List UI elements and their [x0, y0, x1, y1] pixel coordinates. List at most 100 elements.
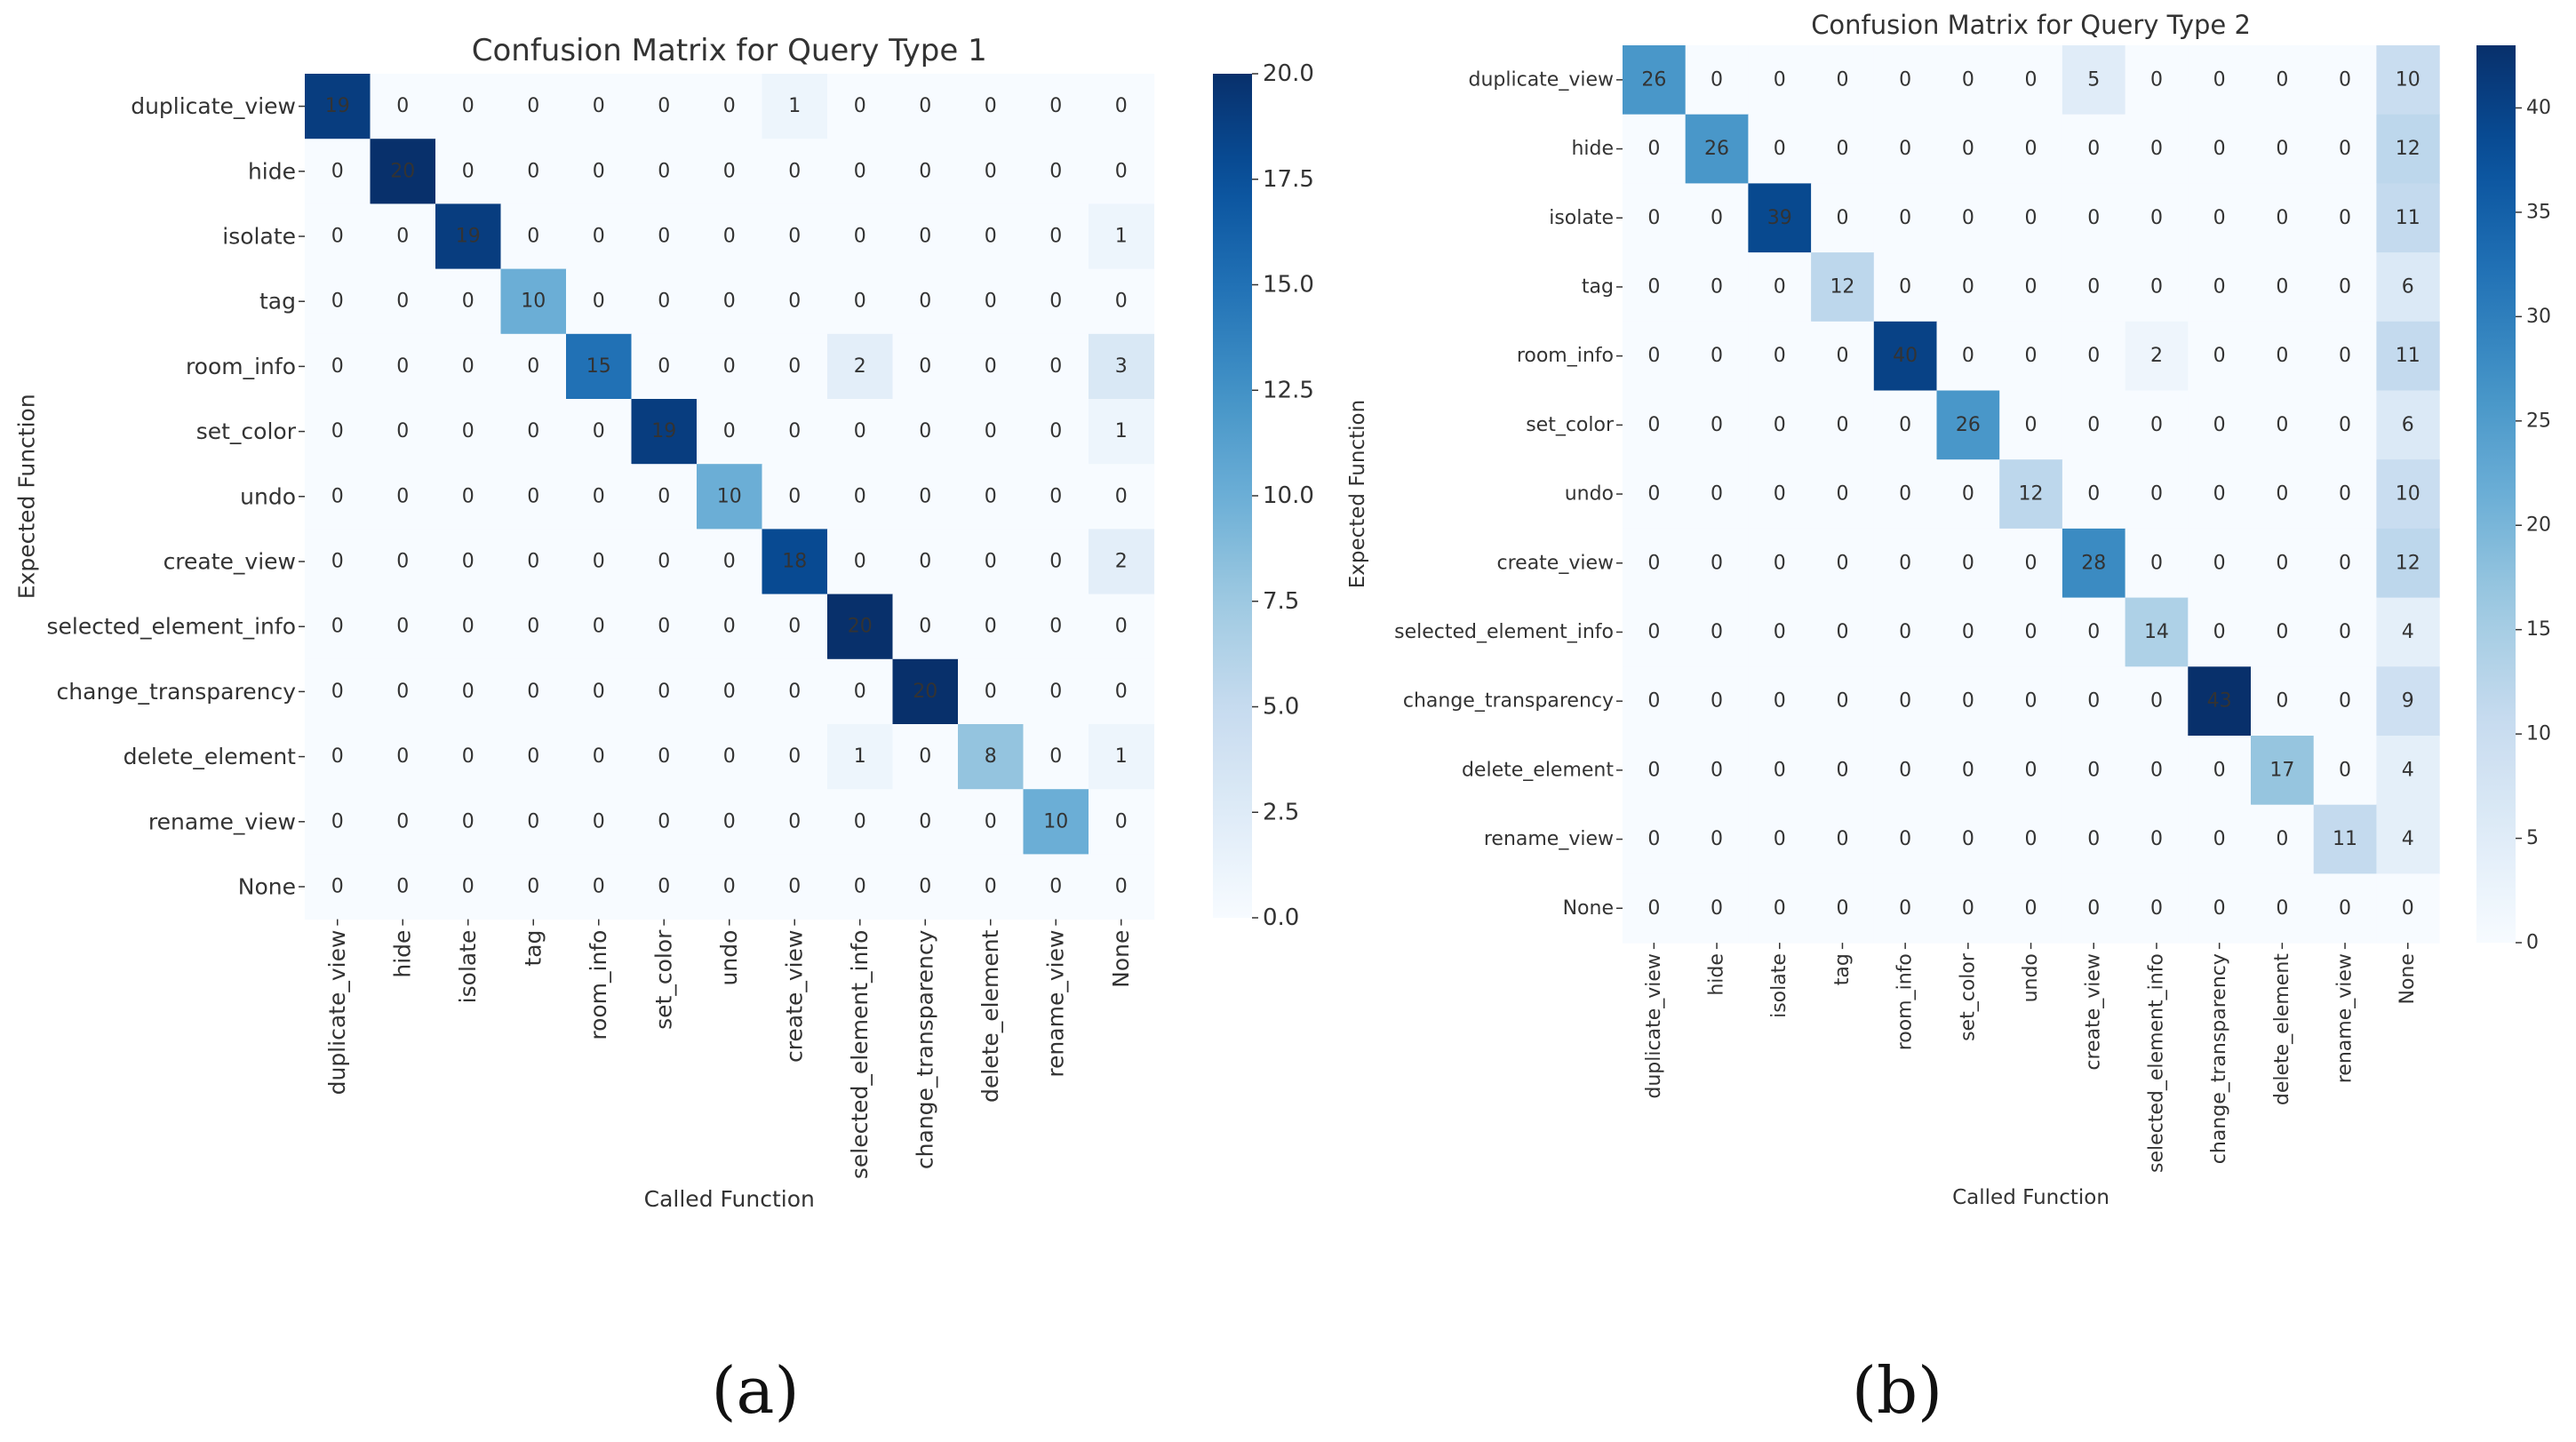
cell-value-label: 0 — [2213, 552, 2226, 574]
heatmap-cell — [1936, 459, 2000, 530]
cell-value-label: 12 — [2019, 483, 2044, 506]
heatmap-cell — [566, 724, 633, 790]
heatmap-cell — [2125, 804, 2189, 874]
heatmap-cell — [892, 333, 959, 400]
heatmap-cell — [566, 529, 633, 595]
heatmap-cell — [2376, 804, 2440, 874]
heatmap-cell — [827, 724, 894, 790]
cell-value-label: 11 — [2396, 345, 2420, 367]
cell-value-label: 0 — [723, 551, 736, 573]
chart-title: Confusion Matrix for Query Type 2 — [1811, 10, 2251, 40]
cell-value-label: 0 — [396, 876, 409, 898]
cell-value-label: 0 — [919, 810, 931, 833]
heatmap-cell — [2251, 597, 2315, 667]
heatmap-cell — [370, 854, 436, 920]
cell-value-label: 0 — [462, 681, 475, 703]
cell-value-label: 0 — [854, 160, 866, 182]
cell-value-label: 0 — [1774, 138, 1786, 160]
heatmap-cell — [370, 203, 436, 270]
heatmap-cell — [435, 658, 502, 725]
cell-value-label: 0 — [2087, 275, 2100, 298]
x-tick-label: selected_element_info — [847, 930, 873, 1180]
heatmap-cell — [305, 854, 371, 920]
colorbar-tick-label: 12.5 — [1263, 377, 1314, 403]
heatmap-cell — [631, 464, 698, 530]
cell-value-label: 0 — [919, 485, 931, 507]
cell-value-label: 0 — [2213, 414, 2226, 436]
cell-value-label: 0 — [331, 226, 344, 248]
cell-value-label: 0 — [2213, 621, 2226, 643]
cell-value-label: 0 — [2150, 414, 2163, 436]
cell-value-label: 0 — [396, 745, 409, 768]
heatmap-cell — [1999, 597, 2063, 667]
heatmap-cell — [958, 399, 1025, 465]
cell-value-label: 0 — [1836, 414, 1848, 436]
colorbar-gradient — [2476, 45, 2516, 943]
cell-value-label: 0 — [919, 876, 931, 898]
heatmap-cell — [1748, 459, 1812, 530]
heatmap-cell — [1936, 45, 2000, 116]
cell-value-label: 0 — [985, 355, 997, 378]
cell-value-label: 0 — [462, 355, 475, 378]
heatmap-cell — [1999, 873, 2063, 944]
cell-value-label: 0 — [331, 616, 344, 638]
heatmap-cell — [1811, 736, 1875, 806]
heatmap-cell — [958, 789, 1025, 855]
cell-value-label: 0 — [2025, 759, 2038, 781]
heatmap-cell — [1685, 321, 1749, 392]
heatmap-cell — [2188, 666, 2252, 737]
heatmap-cell — [1811, 666, 1875, 737]
heatmap-cell — [2125, 873, 2189, 944]
heatmap-cell — [2251, 321, 2315, 392]
cell-value-label: 0 — [2213, 275, 2226, 298]
cell-value-label: 0 — [1049, 551, 1062, 573]
heatmap-cell — [1089, 724, 1155, 790]
cell-value-label: 0 — [527, 876, 539, 898]
cell-value-label: 0 — [985, 226, 997, 248]
heatmap-cell — [827, 203, 894, 270]
cell-value-label: 0 — [658, 876, 670, 898]
cell-value-label: 0 — [723, 810, 736, 833]
colorbar-tick-label: 2.5 — [1263, 799, 1299, 825]
heatmap-cell — [2251, 183, 2315, 253]
heatmap-cell — [1623, 45, 1687, 116]
cell-value-label: 0 — [2339, 207, 2351, 229]
y-tick-label: hide — [1571, 138, 1614, 160]
cell-value-label: 0 — [2213, 207, 2226, 229]
heatmap-cell — [631, 658, 698, 725]
cell-value-label: 0 — [2339, 414, 2351, 436]
heatmap-cell — [1089, 594, 1155, 660]
heatmap-cell — [2251, 252, 2315, 323]
heatmap-cell — [631, 789, 698, 855]
chart-title: Confusion Matrix for Query Type 1 — [472, 33, 987, 68]
cell-value-label: 0 — [723, 226, 736, 248]
cell-value-label: 0 — [723, 355, 736, 378]
cell-value-label: 12 — [2396, 552, 2420, 574]
x-tick-label: delete_element — [2271, 953, 2293, 1105]
cell-value-label: 0 — [1899, 275, 1911, 298]
heatmap-cell — [1748, 321, 1812, 392]
heatmap-cell — [1873, 597, 1938, 667]
heatmap-cell — [2376, 873, 2440, 944]
cell-value-label: 0 — [985, 681, 997, 703]
cell-value-label: 0 — [2339, 621, 2351, 643]
heatmap-cell — [697, 333, 763, 400]
cell-value-label: 4 — [2402, 621, 2414, 643]
heatmap-cell — [631, 74, 698, 139]
cell-value-label: 0 — [462, 95, 475, 117]
heatmap-cell — [1936, 252, 2000, 323]
heatmap-cell — [1023, 594, 1089, 660]
heatmap-cell — [958, 529, 1025, 595]
y-tick-label: duplicate_view — [1469, 68, 1615, 91]
heatmap-cell — [370, 789, 436, 855]
cell-value-label: 0 — [331, 420, 344, 442]
heatmap-cell — [1811, 459, 1875, 530]
cell-value-label: 0 — [593, 226, 605, 248]
heatmap-cell — [2313, 528, 2377, 599]
cell-value-label: 6 — [2402, 275, 2414, 298]
cell-value-label: 0 — [2276, 275, 2288, 298]
heatmap-cell — [958, 724, 1025, 790]
heatmap-cell — [1873, 804, 1938, 874]
heatmap-cell — [2376, 321, 2440, 392]
heatmap-cell — [2062, 873, 2126, 944]
